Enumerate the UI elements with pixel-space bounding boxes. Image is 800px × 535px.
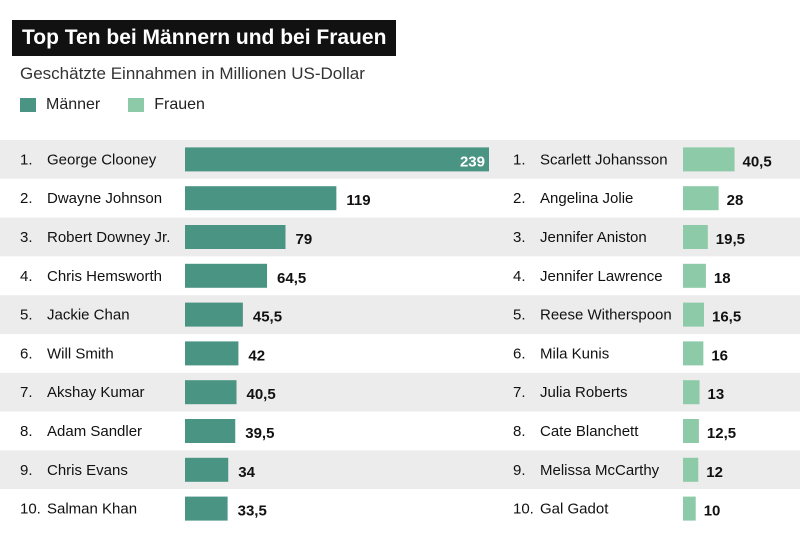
- women-name-label: Jennifer Aniston: [540, 229, 647, 246]
- women-name-label: Cate Blanchett: [540, 423, 639, 440]
- men-name-label: Salman Khan: [47, 501, 137, 518]
- women-bar: [683, 380, 700, 405]
- women-rank-label: 5.: [513, 307, 526, 324]
- row-background: [0, 411, 800, 451]
- women-rank-label: 8.: [513, 423, 526, 440]
- women-value-label: 12: [706, 464, 723, 481]
- men-value-label: 40,5: [247, 386, 276, 403]
- women-value-label: 19,5: [716, 231, 745, 248]
- men-value-label: 34: [238, 464, 255, 481]
- legend-label-men: Männer: [46, 96, 101, 113]
- men-bar: [185, 263, 268, 288]
- men-bar: [185, 186, 337, 211]
- women-value-label: 13: [708, 386, 725, 403]
- women-bar: [683, 341, 704, 366]
- row-background: [0, 489, 800, 528]
- men-name-label: Jackie Chan: [47, 307, 130, 324]
- women-rank-label: 7.: [513, 384, 526, 401]
- men-value-label: 33,5: [238, 503, 267, 520]
- men-name-label: Akshay Kumar: [47, 384, 145, 401]
- men-value-label: 39,5: [245, 425, 274, 442]
- men-bar: [185, 302, 243, 327]
- men-name-label: Dwayne Johnson: [47, 190, 162, 207]
- women-rank-label: 3.: [513, 229, 526, 246]
- men-rank-label: 4.: [20, 268, 33, 285]
- men-rank-label: 9.: [20, 462, 33, 479]
- men-bar: [185, 341, 239, 366]
- men-rank-label: 10.: [20, 501, 41, 518]
- legend-item-men: Männer: [20, 96, 100, 114]
- women-value-label: 40,5: [743, 153, 772, 170]
- men-bar: [185, 147, 489, 172]
- row-background: [0, 178, 800, 218]
- men-bar: [185, 225, 286, 249]
- women-name-label: Gal Gadot: [540, 501, 609, 518]
- men-name-label: Adam Sandler: [47, 423, 142, 440]
- men-rank-label: 3.: [20, 229, 33, 246]
- men-name-label: Robert Downey Jr.: [47, 229, 170, 246]
- legend-item-women: Frauen: [128, 96, 205, 114]
- men-bar: [185, 457, 229, 482]
- women-rank-label: 9.: [513, 462, 526, 479]
- men-bar: [185, 380, 237, 405]
- women-value-label: 28: [727, 192, 744, 209]
- women-name-label: Julia Roberts: [540, 384, 628, 401]
- men-rank-label: 6.: [20, 345, 33, 362]
- women-bar: [683, 147, 735, 172]
- chart-title: Top Ten bei Männern und bei Frauen: [12, 20, 397, 56]
- men-rank-label: 7.: [20, 384, 33, 401]
- men-name-label: George Clooney: [47, 151, 157, 168]
- women-value-label: 18: [714, 270, 731, 287]
- women-bar: [683, 496, 696, 521]
- women-value-label: 16: [711, 347, 728, 364]
- women-rank-label: 4.: [513, 268, 526, 285]
- men-value-label: 239: [460, 153, 485, 170]
- women-bar: [683, 263, 706, 288]
- row-background: [0, 256, 800, 296]
- legend-swatch-men: [20, 98, 36, 112]
- legend: Männer Frauen: [20, 96, 233, 114]
- women-rank-label: 1.: [513, 151, 526, 168]
- women-name-label: Mila Kunis: [540, 345, 609, 362]
- men-value-label: 119: [346, 192, 370, 209]
- row-background: [0, 217, 800, 257]
- men-value-label: 64,5: [277, 270, 306, 287]
- row-background: [0, 334, 800, 373]
- women-name-label: Melissa McCarthy: [540, 462, 660, 479]
- women-name-label: Jennifer Lawrence: [540, 268, 663, 285]
- row-background: [0, 295, 800, 334]
- row-background: [0, 450, 800, 490]
- women-rank-label: 6.: [513, 345, 526, 362]
- chart-subtitle: Geschätzte Einnahmen in Millionen US-Dol…: [20, 64, 365, 83]
- men-rank-label: 1.: [20, 151, 33, 168]
- women-value-label: 10: [704, 503, 721, 520]
- women-value-label: 16,5: [712, 309, 741, 326]
- men-rank-label: 2.: [20, 190, 33, 207]
- bar-chart: 1. George Clooney 239 2. Dwayne Johnson 119 3.…: [0, 140, 800, 528]
- men-name-label: Will Smith: [47, 345, 114, 362]
- legend-swatch-women: [128, 98, 145, 112]
- men-name-label: Chris Evans: [47, 462, 128, 479]
- women-rank-label: 10.: [513, 501, 534, 518]
- row-background: [0, 372, 800, 412]
- women-bar: [683, 419, 699, 443]
- men-bar: [185, 419, 236, 443]
- women-bar: [683, 457, 699, 482]
- legend-label-women: Frauen: [154, 96, 205, 113]
- women-rank-label: 2.: [513, 190, 526, 207]
- men-bar: [185, 496, 228, 521]
- men-value-label: 42: [248, 347, 265, 364]
- men-value-label: 79: [295, 231, 312, 248]
- women-bar: [683, 186, 719, 211]
- women-bar: [683, 302, 704, 327]
- men-rank-label: 5.: [20, 307, 33, 324]
- women-name-label: Scarlett Johansson: [540, 151, 668, 168]
- men-rank-label: 8.: [20, 423, 33, 440]
- women-bar: [683, 225, 708, 249]
- women-name-label: Reese Witherspoon: [540, 307, 672, 324]
- men-value-label: 45,5: [253, 309, 282, 326]
- men-name-label: Chris Hemsworth: [47, 268, 162, 285]
- women-name-label: Angelina Jolie: [540, 190, 633, 207]
- women-value-label: 12,5: [707, 425, 736, 442]
